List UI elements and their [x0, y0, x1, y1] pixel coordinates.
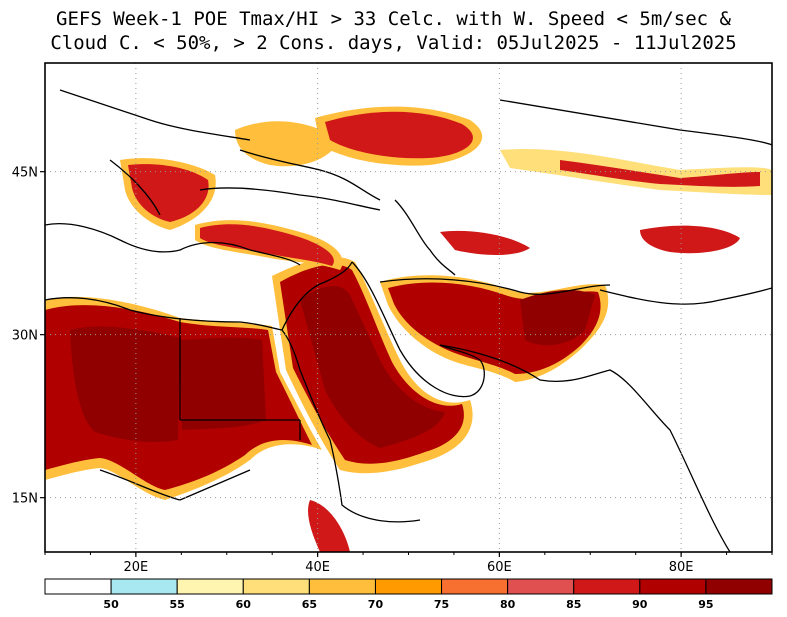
colorbar-swatch	[44, 578, 112, 595]
title-line-1: GEFS Week-1 POE Tmax/HI > 33 Celc. with …	[56, 8, 731, 30]
colorbar-label: 95	[698, 598, 713, 611]
colorbar-label: 70	[368, 598, 384, 611]
y-axis: 45N 30N 15N	[12, 166, 45, 507]
colorbar-swatch	[441, 578, 509, 595]
colorbar-label: 85	[566, 598, 581, 611]
colorbar-swatch	[639, 578, 707, 595]
colorbar-label: 50	[103, 598, 119, 611]
x-tick-label: 60E	[487, 560, 512, 575]
x-tick-label: 40E	[305, 560, 330, 575]
coastlines	[45, 89, 772, 552]
x-tick-label: 80E	[669, 560, 694, 575]
colorbar-swatch	[242, 578, 310, 595]
colorbar-swatch	[507, 578, 575, 595]
colorbar-swatch	[110, 578, 178, 595]
colorbar-label: 55	[170, 598, 185, 611]
colorbar-swatch	[573, 578, 641, 595]
colorbar-label: 65	[302, 598, 317, 611]
y-tick-label: 15N	[12, 492, 38, 507]
colorbar-swatch	[308, 578, 376, 595]
x-tick-label: 20E	[123, 560, 148, 575]
colorbar-label: 80	[500, 598, 516, 611]
y-tick-label: 45N	[12, 166, 38, 181]
colorbar-swatch	[176, 578, 244, 595]
title-line-2: Cloud C. < 50%, > 2 Cons. days, Valid: 0…	[50, 32, 737, 54]
colorbar-label: 60	[236, 598, 252, 611]
colorbar-swatch	[374, 578, 443, 595]
colorbar-label: 75	[434, 598, 449, 611]
colorbar-label: 90	[632, 598, 648, 611]
lat-lon-grid	[45, 63, 772, 552]
x-axis: 20E 40E 60E 80E	[44, 552, 773, 575]
probability-field	[45, 63, 772, 552]
colorbar-swatch	[705, 578, 773, 595]
colorbar: 50 55 60 65 70 75 80 85 90 95	[44, 578, 773, 611]
y-tick-label: 30N	[12, 329, 38, 344]
